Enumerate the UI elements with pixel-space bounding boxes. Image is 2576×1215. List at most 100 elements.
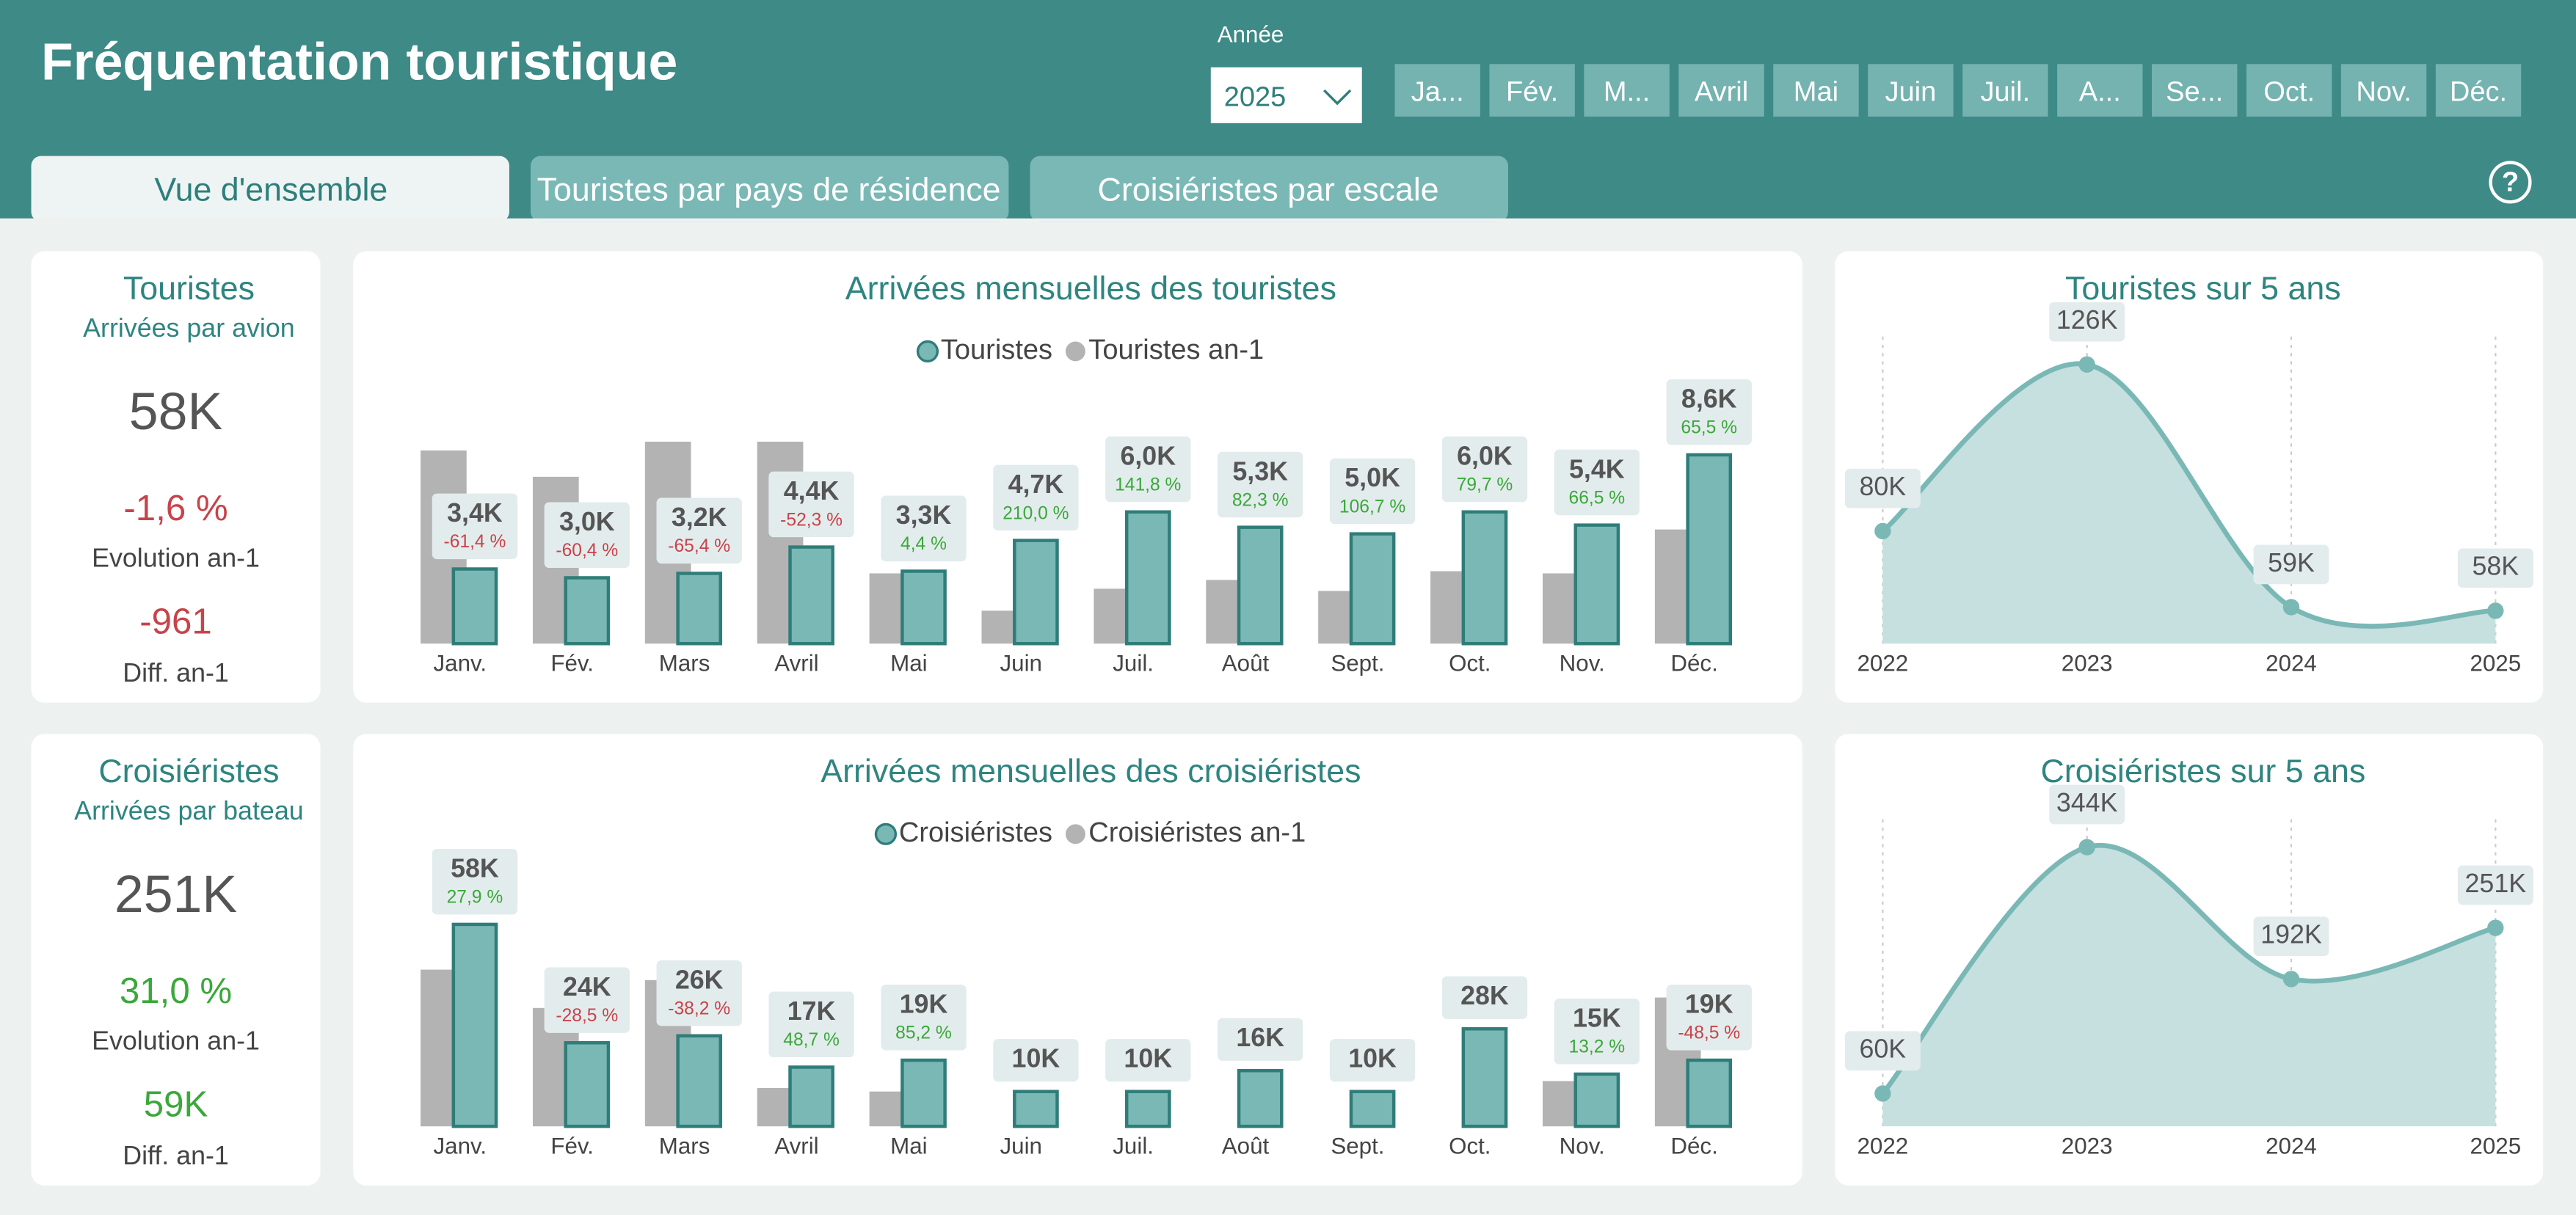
x-tick-label: 2025 xyxy=(2470,651,2521,676)
month-button[interactable] xyxy=(1489,64,1575,117)
line xyxy=(1880,843,2497,1095)
data-label: 6,0K xyxy=(1120,441,1176,470)
x-tick-label: Déc. xyxy=(1670,1134,1717,1159)
bar xyxy=(1237,1068,1284,1128)
month-button[interactable] xyxy=(2246,64,2332,117)
month-label: Oct. xyxy=(2263,77,2315,108)
kpi-subtitle: Arrivées par bateau xyxy=(74,796,303,825)
legend: Touristes Touristes an-1 xyxy=(916,335,1264,365)
point xyxy=(2078,356,2095,373)
help-button[interactable] xyxy=(2489,161,2532,204)
month-label: Juin xyxy=(1885,77,1937,108)
bar xyxy=(1349,532,1396,646)
data-label-box xyxy=(2457,865,2533,905)
month-button[interactable] xyxy=(1773,64,1859,117)
bar xyxy=(1461,510,1508,646)
evolution-label: -60,4 % xyxy=(556,541,618,561)
x-tick-label: Fév. xyxy=(550,651,594,676)
evolution-label: 66,5 % xyxy=(1569,488,1626,508)
evolution-label: -48,5 % xyxy=(1678,1024,1740,1043)
kpi-title: Touristes xyxy=(123,270,255,307)
bar xyxy=(1686,1058,1733,1128)
evolution-label: -65,4 % xyxy=(668,536,730,556)
data-label: 80K xyxy=(1859,472,1906,501)
tab-label: Croisiéristes par escale xyxy=(1098,172,1439,208)
bar xyxy=(900,569,947,646)
point xyxy=(2078,839,2095,855)
month-label: Se... xyxy=(2166,77,2223,108)
data-label-box xyxy=(1217,451,1303,518)
chart-title: Arrivées mensuelles des croisiéristes xyxy=(821,753,1361,789)
bar xyxy=(1237,525,1284,646)
data-label: 5,4K xyxy=(1569,454,1625,484)
data-label-box xyxy=(881,985,967,1051)
x-tick-label: 2023 xyxy=(2062,1134,2113,1159)
month-button[interactable] xyxy=(1678,64,1764,117)
data-label: 58K xyxy=(2472,552,2519,581)
legend-label: Croisiéristes an-1 xyxy=(1088,817,1306,848)
bar xyxy=(676,1034,723,1128)
data-label: 19K xyxy=(1685,990,1733,1019)
data-label-box xyxy=(2049,302,2125,342)
kpi-subtitle: Arrivées par avion xyxy=(83,313,295,343)
data-label-box xyxy=(1844,1031,1921,1071)
month-label: Avril xyxy=(1695,77,1748,108)
month-button[interactable] xyxy=(1584,64,1670,117)
x-tick-label: Mars xyxy=(659,651,710,676)
data-label: 10K xyxy=(1124,1044,1172,1073)
x-tick-label: Oct. xyxy=(1449,1134,1491,1159)
kpi-evolution-label: Evolution an-1 xyxy=(92,1026,260,1055)
evolution-label: -38,2 % xyxy=(668,999,730,1018)
data-label-box xyxy=(544,502,630,569)
month-button[interactable] xyxy=(2435,64,2522,117)
kpi-diff-label: Diff. an-1 xyxy=(123,658,229,687)
chart-title: Croisiéristes sur 5 ans xyxy=(2040,753,2365,789)
evolution-label: 106,7 % xyxy=(1339,497,1405,517)
kpi-evolution: 31,0 % xyxy=(120,971,232,1011)
month-button[interactable] xyxy=(1868,64,1954,117)
data-label: 4,7K xyxy=(1008,470,1064,499)
x-tick-label: Avril xyxy=(774,651,818,676)
evolution-label: 65,5 % xyxy=(1681,418,1737,438)
data-label-box xyxy=(1329,458,1416,525)
month-button[interactable] xyxy=(2152,64,2238,117)
data-label: 19K xyxy=(900,990,948,1019)
month-button[interactable] xyxy=(2340,64,2427,117)
legend-label: Touristes an-1 xyxy=(1088,335,1264,365)
x-tick-label: Fév. xyxy=(550,1134,594,1159)
month-label: M... xyxy=(1604,77,1650,108)
chart-title: Touristes sur 5 ans xyxy=(2065,270,2341,307)
data-label: 26K xyxy=(675,965,724,994)
x-tick-label: Janv. xyxy=(433,651,487,676)
point xyxy=(1874,1085,1891,1102)
data-label: 3,3K xyxy=(896,500,952,530)
tab[interactable] xyxy=(531,156,1009,222)
month-button[interactable] xyxy=(1394,64,1480,117)
x-tick-label: 2023 xyxy=(2062,651,2113,676)
month-button[interactable] xyxy=(2057,64,2143,117)
x-tick-label: Janv. xyxy=(433,1134,487,1159)
year-dropdown[interactable] xyxy=(1210,67,1362,123)
bar xyxy=(676,572,723,646)
tab[interactable] xyxy=(1030,156,1508,222)
bar xyxy=(900,1058,947,1128)
data-label: 15K xyxy=(1573,1004,1621,1033)
point xyxy=(2282,599,2300,616)
x-tick-label: Juil. xyxy=(1113,651,1154,676)
area xyxy=(1882,363,2496,644)
data-label-box xyxy=(993,1039,1079,1082)
tab-label: Vue d'ensemble xyxy=(154,172,388,208)
data-label: 8,6K xyxy=(1681,384,1737,414)
tab-active[interactable] xyxy=(31,156,509,222)
data-label-box xyxy=(1441,436,1528,503)
data-label: 60K xyxy=(1859,1035,1906,1064)
year-value: 2025 xyxy=(1224,81,1287,112)
evolution-label: 13,2 % xyxy=(1569,1037,1626,1057)
data-label: 59K xyxy=(2268,548,2315,577)
month-button[interactable] xyxy=(1962,64,2048,117)
x-tick-label: Août xyxy=(1222,1134,1270,1159)
x-tick-label: Nov. xyxy=(1560,651,1605,676)
data-label-box xyxy=(1105,1039,1191,1082)
month-label: A... xyxy=(2079,77,2121,108)
kpi-card xyxy=(31,251,321,703)
